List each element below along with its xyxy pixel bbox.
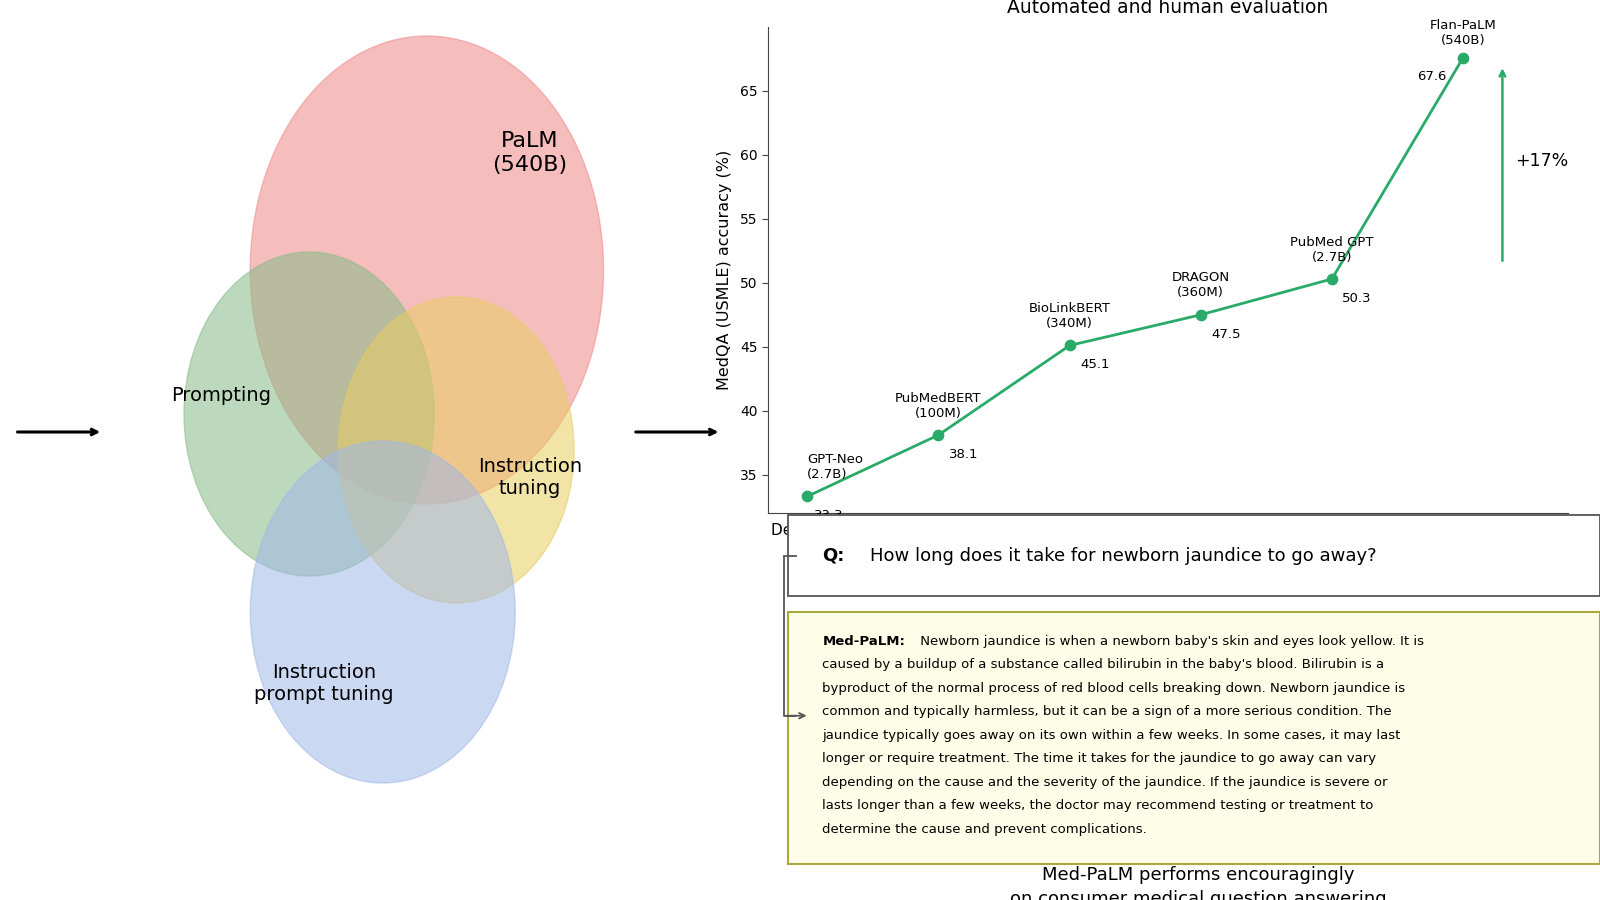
- Text: PubMed GPT
(2.7B): PubMed GPT (2.7B): [1290, 236, 1374, 264]
- Text: Instruction
tuning: Instruction tuning: [478, 456, 582, 498]
- Text: DRAGON
(360M): DRAGON (360M): [1171, 272, 1230, 300]
- Text: on consumer medical question answering: on consumer medical question answering: [1010, 890, 1387, 900]
- Text: caused by a buildup of a substance called bilirubin in the baby's blood. Bilirub: caused by a buildup of a substance calle…: [822, 658, 1384, 671]
- Text: PaLM
(540B): PaLM (540B): [493, 131, 568, 175]
- Text: 38.1: 38.1: [949, 448, 979, 461]
- Text: Med-PaLM:: Med-PaLM:: [822, 634, 906, 648]
- Text: Flan-PaLM
(540B): Flan-PaLM (540B): [1430, 20, 1496, 48]
- Text: jaundice typically goes away on its own within a few weeks. In some cases, it ma: jaundice typically goes away on its own …: [822, 729, 1400, 742]
- Ellipse shape: [250, 36, 603, 504]
- Text: determine the cause and prevent complications.: determine the cause and prevent complica…: [822, 823, 1147, 835]
- Point: [1450, 50, 1475, 65]
- Title: Automated and human evaluation: Automated and human evaluation: [1008, 0, 1328, 17]
- Text: common and typically harmless, but it can be a sign of a more serious condition.: common and typically harmless, but it ca…: [822, 706, 1392, 718]
- Text: Newborn jaundice is when a newborn baby's skin and eyes look yellow. It is: Newborn jaundice is when a newborn baby'…: [915, 634, 1424, 648]
- Text: How long does it take for newborn jaundice to go away?: How long does it take for newborn jaundi…: [870, 546, 1376, 565]
- Text: lasts longer than a few weeks, the doctor may recommend testing or treatment to: lasts longer than a few weeks, the docto…: [822, 799, 1374, 812]
- Point: [1058, 338, 1083, 353]
- Text: 47.5: 47.5: [1211, 328, 1240, 340]
- Text: 33.3: 33.3: [814, 509, 843, 522]
- Ellipse shape: [250, 441, 515, 783]
- Text: longer or require treatment. The time it takes for the jaundice to go away can v: longer or require treatment. The time it…: [822, 752, 1376, 765]
- Text: +17%: +17%: [1515, 152, 1568, 170]
- Text: 45.1: 45.1: [1080, 358, 1110, 371]
- Text: GPT-Neo
(2.7B): GPT-Neo (2.7B): [808, 453, 864, 481]
- Point: [926, 428, 952, 442]
- Text: depending on the cause and the severity of the jaundice. If the jaundice is seve: depending on the cause and the severity …: [822, 776, 1387, 788]
- Point: [795, 490, 821, 504]
- Text: Instruction
prompt tuning: Instruction prompt tuning: [254, 663, 394, 705]
- Ellipse shape: [339, 297, 574, 603]
- Text: Prompting: Prompting: [171, 386, 270, 406]
- Ellipse shape: [184, 252, 434, 576]
- Point: [1187, 308, 1213, 322]
- Text: Med-PaLM performs encouragingly: Med-PaLM performs encouragingly: [1042, 866, 1355, 884]
- Point: [1318, 272, 1344, 286]
- FancyBboxPatch shape: [787, 515, 1600, 596]
- Text: PubMedBERT
(100M): PubMedBERT (100M): [896, 392, 982, 419]
- Text: 67.6: 67.6: [1418, 70, 1446, 84]
- Text: Q:: Q:: [822, 546, 845, 565]
- FancyBboxPatch shape: [787, 612, 1600, 864]
- Text: byproduct of the normal process of red blood cells breaking down. Newborn jaundi: byproduct of the normal process of red b…: [822, 681, 1405, 695]
- Text: BioLinkBERT
(340M): BioLinkBERT (340M): [1029, 302, 1110, 330]
- Y-axis label: MedQA (USMLE) accuracy (%): MedQA (USMLE) accuracy (%): [717, 150, 731, 390]
- Text: 50.3: 50.3: [1342, 292, 1371, 305]
